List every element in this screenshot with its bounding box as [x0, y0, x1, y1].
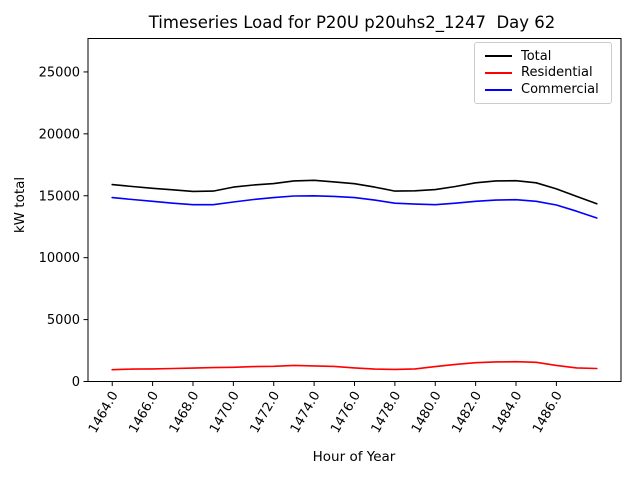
y-tick-label: 20000 — [39, 127, 80, 142]
series-line-commercial — [111, 195, 598, 219]
x-tick-label: 1466.0 — [126, 389, 162, 436]
x-tick-label: 1478.0 — [369, 389, 405, 436]
x-tick-label: 1484.0 — [490, 389, 526, 436]
y-tick-label: 10000 — [39, 251, 80, 266]
legend-item-commercial: Commercial — [485, 83, 603, 96]
series-line-total — [111, 179, 598, 205]
y-tick-label: 0 — [72, 375, 80, 390]
x-tick-label: 1468.0 — [167, 389, 203, 436]
legend-label-total: Total — [521, 48, 552, 64]
legend-label-commercial: Commercial — [521, 82, 599, 98]
legend-line-sample-commercial — [485, 88, 512, 91]
x-tick-label: 1476.0 — [328, 389, 364, 436]
x-axis-label: Hour of Year — [313, 449, 396, 465]
legend-line-sample-residential — [485, 71, 512, 74]
series-line-residential — [111, 360, 598, 371]
legend-label-residential: Residential — [521, 65, 593, 81]
x-tick-label: 1482.0 — [449, 389, 485, 436]
y-tick-label: 25000 — [39, 65, 80, 80]
legend: Total Residential Commercial — [474, 42, 612, 104]
legend-item-total: Total — [485, 50, 603, 63]
y-axis-label: kW total — [12, 177, 28, 233]
x-tick-label: 1480.0 — [409, 389, 445, 436]
y-tick-label: 5000 — [47, 313, 80, 328]
x-tick-label: 1474.0 — [288, 389, 324, 436]
legend-line-sample-total — [485, 55, 512, 58]
x-tick-label: 1472.0 — [247, 389, 283, 436]
x-tick-label: 1486.0 — [530, 389, 566, 436]
chart-title: Timeseries Load for P20U p20uhs2_1247 Da… — [148, 13, 556, 33]
y-tick-label: 15000 — [39, 189, 80, 204]
series-layer — [111, 179, 598, 371]
x-tick-label: 1464.0 — [86, 389, 122, 436]
legend-item-residential: Residential — [485, 66, 603, 79]
x-tick-label: 1470.0 — [207, 389, 243, 436]
